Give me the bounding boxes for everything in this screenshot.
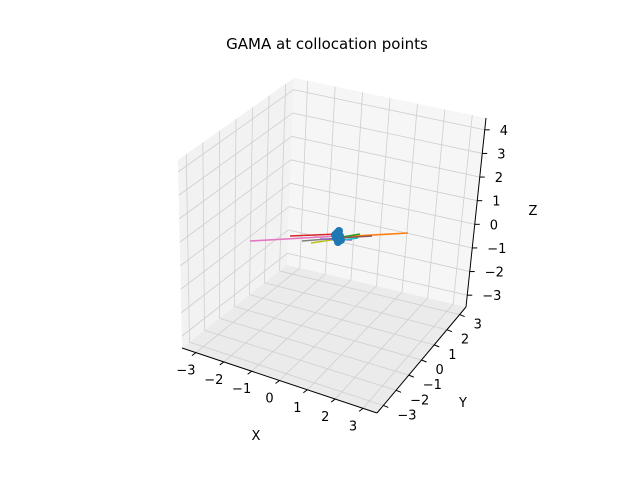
z-tick-label: 4 — [500, 124, 508, 139]
z-tick-label: 3 — [497, 147, 505, 162]
y-tick-mark — [383, 404, 389, 408]
axes-lines — [181, 117, 490, 414]
x-tick-label: 2 — [321, 410, 329, 425]
z-axis-line — [465, 117, 487, 308]
grid-line-z — [181, 252, 468, 337]
pane-back-wall — [287, 78, 486, 307]
z-tick-label: 1 — [492, 195, 500, 210]
x-tick-mark — [219, 361, 225, 366]
z-tick-label: −1 — [487, 242, 506, 257]
y-tick-label: 2 — [461, 333, 469, 348]
grid-line-z — [180, 182, 475, 267]
z-tick-label: 0 — [490, 218, 498, 233]
x-tick-mark — [358, 407, 364, 412]
chart-title: GAMA at collocation points — [226, 35, 428, 53]
grid-line-y-wall — [234, 118, 237, 307]
y-tick-mark — [408, 374, 414, 378]
z-tick-label: −2 — [485, 266, 504, 281]
grid-line-x-wall — [427, 109, 446, 299]
grid-lines — [178, 80, 485, 409]
x-tick-mark — [275, 380, 280, 384]
y-tick-label: −3 — [397, 408, 416, 423]
x-tick-label: 0 — [265, 392, 273, 407]
y-tick-label: 3 — [474, 318, 482, 333]
series-line — [249, 235, 339, 242]
y-tick-label: 1 — [448, 348, 456, 363]
grid-line-z — [178, 89, 485, 173]
grid-line-y — [234, 306, 422, 361]
grid-line-x-wall — [401, 103, 418, 293]
collocation-point — [334, 238, 342, 246]
x-tick-label: 3 — [349, 419, 357, 434]
x-tick-label: −3 — [176, 364, 195, 379]
z-tick-label: −3 — [482, 289, 501, 304]
y-tick-mark — [421, 359, 427, 363]
grid-line-z — [179, 159, 478, 243]
grid-line-z — [179, 136, 480, 220]
grid-line-y-wall — [185, 154, 190, 343]
grid-line-x-wall — [376, 97, 391, 287]
z-axis-label: Z — [529, 204, 538, 219]
pane-left-wall — [178, 78, 294, 348]
y-axis-label: Y — [458, 396, 467, 411]
grid-line-y — [249, 294, 435, 346]
grid-line-z — [181, 229, 470, 314]
grid-line-y — [264, 282, 448, 331]
grid-line-y — [219, 317, 409, 376]
y-tick-label: −1 — [423, 378, 442, 393]
y-tick-label: 0 — [436, 363, 444, 378]
x-tick-label: −2 — [204, 373, 223, 388]
grid-line-y — [189, 341, 384, 406]
grid-line-y-wall — [202, 142, 205, 331]
grid-line-y — [279, 270, 460, 315]
grid-line-y-wall — [249, 107, 253, 295]
axes-panes — [178, 78, 486, 413]
x-axis-label: X — [252, 429, 261, 444]
pane-floor — [182, 265, 466, 413]
grid-line-y-wall — [264, 95, 270, 283]
grid-line-z — [178, 112, 483, 196]
y-tick-label: −2 — [410, 393, 429, 408]
grid-line-x-wall — [324, 86, 336, 275]
grid-line-y — [204, 329, 397, 391]
collocation-points — [331, 227, 345, 246]
grid-line-x-wall — [452, 115, 473, 305]
x-tick-mark — [303, 389, 308, 394]
x-tick-label: −1 — [232, 382, 251, 397]
x-tick-mark — [330, 398, 336, 403]
y-tick-mark — [459, 314, 465, 318]
series-line — [289, 233, 339, 237]
x-tick-label: 1 — [293, 401, 301, 416]
grid-line-x-wall — [299, 80, 309, 269]
x-tick-mark — [191, 352, 197, 357]
z-tick-label: 2 — [495, 171, 503, 186]
grid-line-x-wall — [350, 92, 363, 281]
grid-line-z — [180, 206, 473, 290]
y-tick-mark — [446, 329, 453, 333]
x-tick-mark — [247, 370, 252, 375]
y-tick-mark — [434, 344, 440, 348]
collocation-point — [331, 231, 339, 239]
y-tick-mark — [395, 389, 402, 393]
